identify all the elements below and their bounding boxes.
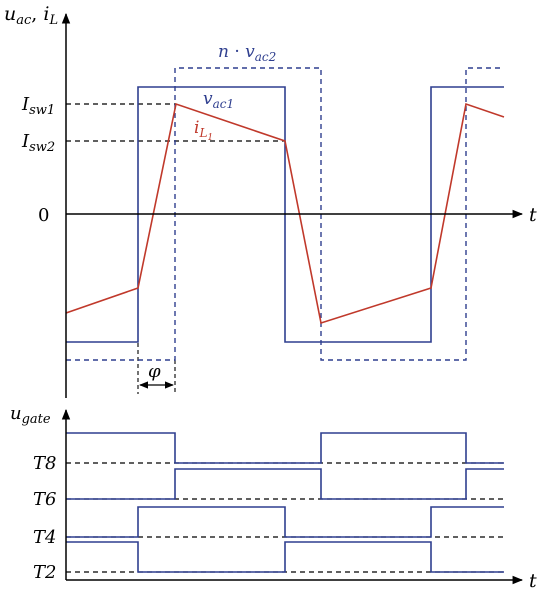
gate-label-t8: T8: [33, 453, 56, 474]
il1-label: iL1: [194, 118, 213, 143]
nvac2-label: n · vac2: [218, 42, 276, 64]
bottom-y-axis-label: ugate: [10, 403, 51, 427]
top-plot: uac, iL t 0 Isw1 Isw2 n · vac2 vac1 iL1 …: [4, 3, 537, 398]
gate-label-t2: T2: [33, 562, 56, 583]
top-time-axis-label: t: [529, 204, 537, 226]
gate-label-t4: T4: [33, 527, 56, 548]
bottom-plot: ugate t T8 T6 T4 T2: [10, 403, 537, 592]
gate-signal-t4: [66, 506, 504, 538]
gate-signal-t2: [66, 541, 504, 573]
vac1-label: vac1: [203, 89, 234, 111]
il1-waveform: [65, 102, 505, 325]
gate-label-t6: T6: [33, 489, 56, 510]
bottom-time-axis-label: t: [529, 570, 537, 592]
isw2-label: Isw2: [21, 131, 55, 155]
phi-label: φ: [148, 361, 161, 382]
isw1-label: Isw1: [21, 94, 55, 118]
gate-signal-t6: [66, 468, 504, 500]
zero-level-label: 0: [38, 205, 49, 226]
top-y-axis-label: uac, iL: [4, 3, 58, 28]
gate-signal-t8: [66, 432, 504, 464]
